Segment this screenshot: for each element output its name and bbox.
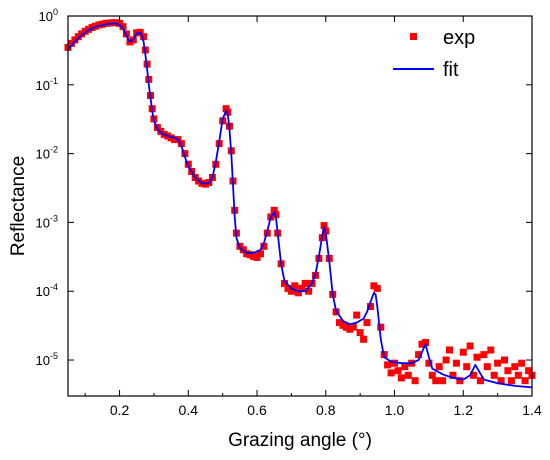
plot-marks [64, 19, 536, 389]
exp-point [425, 359, 433, 367]
exp-point [521, 377, 529, 385]
exp-point [411, 377, 419, 385]
exp-point [439, 377, 447, 385]
exp-point [356, 329, 364, 337]
exp-point [428, 371, 436, 379]
exp-point [294, 289, 302, 297]
exp-point [363, 319, 371, 327]
exp-point [253, 253, 261, 261]
exp-point [501, 356, 508, 364]
y-axis-label: Reflectance [8, 156, 29, 256]
exp-point [432, 377, 440, 385]
exp-point [415, 351, 423, 359]
plot-frame [67, 15, 533, 397]
exp-point [394, 367, 402, 375]
exp-point [384, 361, 392, 369]
legend-fit-label: fit [443, 59, 459, 81]
exp-point [422, 339, 429, 346]
exp-point [490, 371, 498, 379]
exp-point [463, 363, 471, 371]
exp-point [480, 351, 488, 359]
y-tick-label: 10-1 [36, 76, 58, 93]
exp-point [511, 363, 519, 371]
y-tick-label: 100 [39, 7, 58, 24]
exp-point [504, 367, 512, 375]
exp-point [397, 374, 405, 382]
x-axis-label: Grazing angle (°) [228, 430, 372, 451]
exp-point [518, 359, 526, 367]
legend-exp-marker [410, 33, 417, 40]
exp-point [349, 323, 357, 331]
exp-point [301, 279, 309, 287]
exp-point [473, 353, 481, 361]
exp-point [305, 287, 313, 295]
exp-point [367, 303, 374, 310]
exp-point [446, 346, 453, 354]
exp-point [483, 363, 491, 371]
exp-point [387, 369, 395, 377]
exp-point [119, 23, 127, 31]
exp-point [320, 222, 328, 230]
exp-point [494, 359, 502, 367]
y-tick-label: 10-3 [36, 213, 58, 230]
exp-point [525, 367, 533, 375]
x-tick-label: 0.6 [247, 402, 267, 418]
exp-point [466, 342, 474, 350]
exp-point [353, 311, 361, 319]
exp-point [487, 346, 495, 354]
fit-line [67, 22, 533, 389]
exp-point [459, 348, 467, 356]
exp-point [281, 279, 288, 287]
exp-point [360, 335, 368, 343]
exp-point [404, 371, 412, 379]
exp-point [470, 371, 478, 379]
legend: exp fit [393, 27, 475, 81]
exp-point [476, 377, 484, 385]
exp-point [257, 250, 264, 258]
x-tick-label: 1.4 [522, 402, 542, 418]
exp-point [373, 284, 381, 292]
exp-point [377, 323, 385, 331]
x-tick-label: 0.4 [179, 402, 199, 418]
exp-point [177, 140, 185, 148]
exp-point [260, 242, 268, 250]
exp-point [287, 287, 295, 295]
x-tick-label: 1.0 [385, 402, 405, 418]
exp-point [298, 284, 306, 292]
exp-point [181, 150, 189, 158]
exp-point [391, 359, 398, 367]
exp-point [140, 33, 148, 41]
exp-point [270, 206, 278, 214]
y-tick-label: 10-2 [36, 145, 58, 162]
exp-point [514, 371, 522, 379]
exp-point [452, 359, 460, 367]
exp-point [507, 377, 515, 385]
x-tick-label: 0.2 [110, 402, 130, 418]
y-tick-label: 10-4 [36, 282, 58, 299]
exp-point [449, 371, 457, 379]
legend-exp-label: exp [443, 27, 475, 49]
exp-point [497, 377, 505, 385]
exp-point [291, 282, 299, 290]
axes: 0.2 0.4 0.6 0.8 1.0 1.2 1.4 100 10-1 10-2 10-3 10-4… [36, 7, 542, 418]
x-tick-label: 1.2 [454, 402, 474, 418]
exp-point [442, 356, 450, 364]
exp-point [435, 363, 443, 371]
exp-point [456, 377, 464, 385]
x-tick-label: 0.8 [316, 402, 336, 418]
y-tick-label: 10-5 [36, 351, 58, 368]
exp-point [401, 363, 409, 371]
